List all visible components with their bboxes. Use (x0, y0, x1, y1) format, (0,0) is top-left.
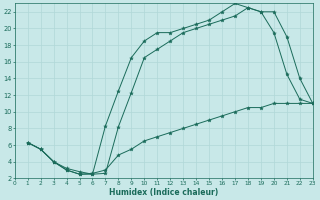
X-axis label: Humidex (Indice chaleur): Humidex (Indice chaleur) (109, 188, 218, 197)
